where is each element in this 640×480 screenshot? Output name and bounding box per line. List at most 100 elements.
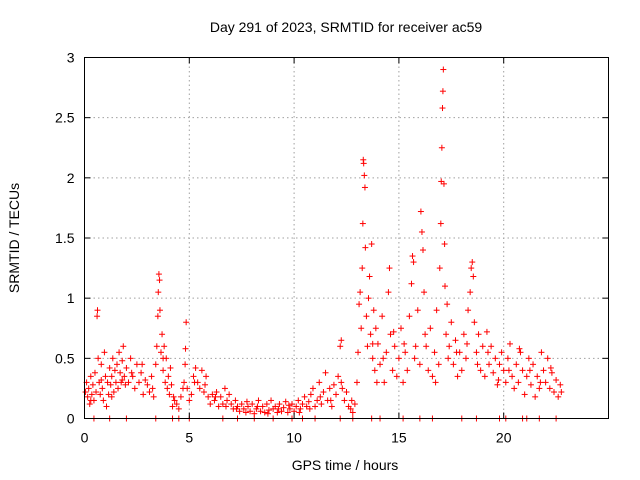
data-point	[131, 385, 138, 392]
data-point	[356, 301, 363, 308]
data-point	[418, 228, 425, 235]
data-point	[140, 391, 147, 398]
data-point	[551, 389, 558, 396]
data-point	[142, 376, 149, 383]
data-point	[409, 253, 416, 260]
data-point	[443, 331, 450, 338]
data-point	[362, 244, 369, 251]
data-point	[444, 301, 451, 308]
data-point	[232, 397, 239, 404]
data-point	[526, 367, 533, 374]
data-point	[504, 355, 511, 362]
data-point	[371, 367, 378, 374]
data-point	[406, 313, 413, 320]
data-point	[433, 307, 440, 314]
data-points	[82, 66, 565, 422]
data-point	[198, 367, 205, 374]
chart-title: Day 291 of 2023, SRMTID for receiver ac5…	[210, 19, 483, 35]
data-point	[238, 401, 245, 408]
data-point	[203, 373, 210, 380]
x-tick-label: 0	[81, 430, 89, 446]
data-point	[275, 405, 282, 412]
data-point	[154, 313, 161, 320]
data-point	[410, 259, 417, 266]
data-point	[361, 184, 368, 191]
data-point	[284, 409, 291, 416]
data-point	[285, 402, 292, 409]
data-point	[423, 343, 430, 350]
data-point	[305, 398, 312, 405]
data-point	[108, 393, 115, 400]
data-point	[224, 397, 231, 404]
data-point	[365, 295, 372, 302]
data-point	[515, 379, 522, 386]
data-point	[243, 398, 250, 405]
data-point	[379, 313, 386, 320]
data-point	[278, 408, 285, 415]
data-point	[357, 289, 364, 296]
data-point	[525, 355, 532, 362]
data-point	[534, 373, 541, 380]
data-point	[82, 389, 89, 396]
data-point	[264, 410, 271, 417]
data-point	[160, 367, 167, 374]
data-point	[439, 105, 446, 112]
x-tick-label: 10	[286, 430, 302, 446]
data-point	[502, 379, 509, 386]
data-point	[128, 369, 135, 376]
data-point	[121, 373, 128, 380]
data-point	[343, 389, 350, 396]
y-tick-label: 2.5	[55, 110, 75, 126]
data-point	[112, 379, 119, 386]
data-point	[420, 247, 427, 254]
data-point	[386, 265, 393, 272]
data-point	[369, 340, 376, 347]
data-point	[369, 355, 376, 362]
data-point	[125, 379, 132, 386]
data-point	[111, 367, 118, 374]
data-point	[139, 361, 146, 368]
data-point	[492, 355, 499, 362]
data-point	[95, 355, 102, 362]
data-point	[98, 361, 105, 368]
data-point	[373, 379, 380, 386]
data-point	[152, 361, 159, 368]
data-point	[450, 361, 457, 368]
data-point	[517, 349, 524, 356]
data-point	[359, 220, 366, 227]
data-point	[244, 403, 251, 410]
data-point	[161, 343, 168, 350]
data-point	[479, 343, 486, 350]
data-point	[506, 340, 513, 347]
data-point	[467, 289, 474, 296]
data-point	[516, 345, 523, 352]
data-point	[486, 361, 493, 368]
data-point	[148, 373, 155, 380]
data-point	[173, 401, 180, 408]
data-point	[91, 369, 98, 376]
data-point	[181, 379, 188, 386]
data-point	[120, 343, 127, 350]
data-point	[100, 397, 107, 404]
data-point	[458, 367, 465, 374]
data-point	[119, 376, 126, 383]
data-point	[236, 408, 243, 415]
data-point	[481, 373, 488, 380]
data-point	[254, 403, 261, 410]
data-point	[93, 389, 100, 396]
data-point	[437, 220, 444, 227]
data-point	[494, 381, 501, 388]
data-point	[98, 376, 105, 383]
data-point	[207, 401, 214, 408]
data-point	[272, 403, 279, 410]
data-point	[318, 401, 325, 408]
data-point	[184, 385, 191, 392]
data-point	[215, 403, 222, 410]
data-point	[85, 385, 92, 392]
data-point	[202, 381, 209, 388]
data-point	[338, 337, 345, 344]
data-point	[474, 361, 481, 368]
data-point	[530, 361, 537, 368]
data-point	[175, 405, 182, 412]
data-point	[383, 349, 390, 356]
